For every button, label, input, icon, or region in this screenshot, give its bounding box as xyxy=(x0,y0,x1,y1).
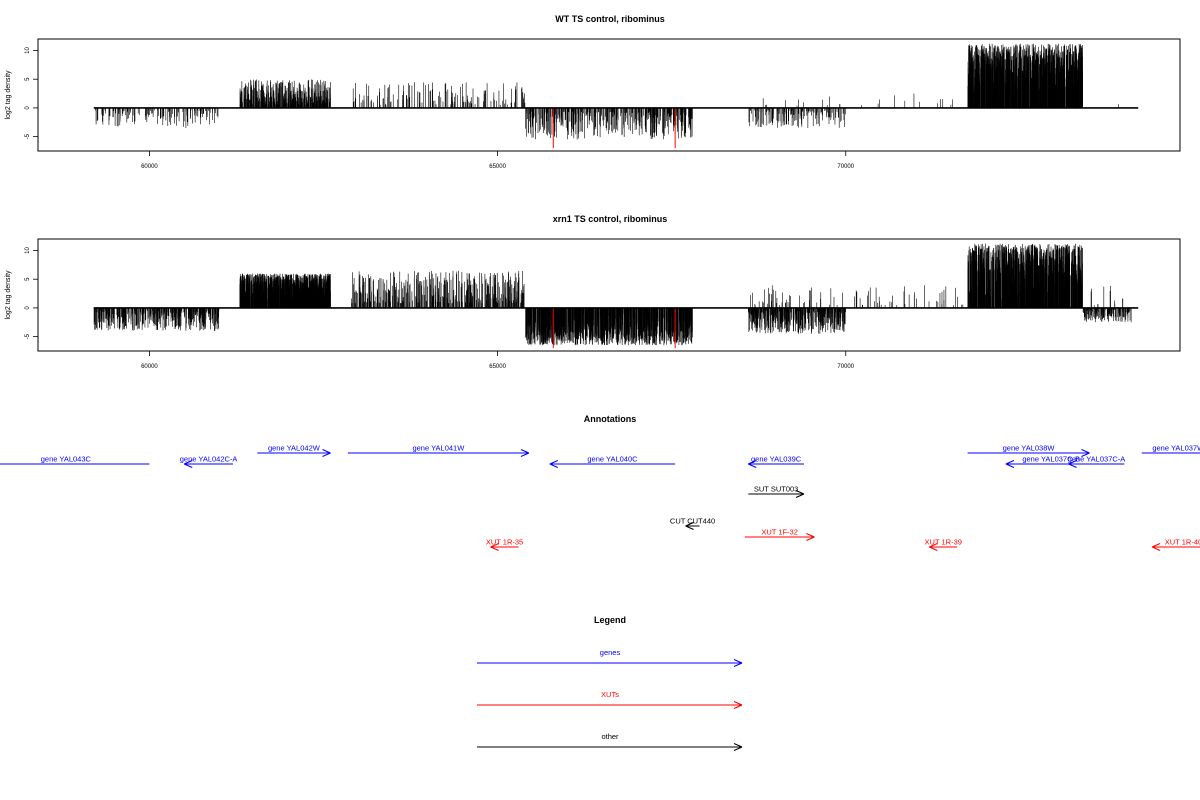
y-tick-label: 5 xyxy=(25,77,31,81)
y-tick-label: 0 xyxy=(25,106,31,110)
x-tick-label: 60000 xyxy=(141,164,158,170)
y-tick-label: -5 xyxy=(25,133,31,139)
panel-title: WT TS control, ribominus xyxy=(555,14,665,24)
panel-title: xrn1 TS control, ribominus xyxy=(553,214,668,224)
y-tick-label: 5 xyxy=(25,277,31,281)
x-tick-label: 65000 xyxy=(489,164,506,170)
y-axis-label: log2 tag density xyxy=(5,70,12,120)
y-tick-label: 10 xyxy=(25,46,31,53)
y-tick-label: -5 xyxy=(25,333,31,339)
plot-frame xyxy=(37,38,1181,152)
x-tick-label: 60000 xyxy=(141,364,158,370)
x-tick-label: 65000 xyxy=(489,364,506,370)
y-tick-label: 0 xyxy=(25,306,31,310)
plot-frame xyxy=(37,238,1181,352)
plot-area: 10 5 0 -5 60000 65000 70000 xyxy=(25,238,1181,370)
x-tick-label: 70000 xyxy=(837,164,854,170)
plot-area: 10 5 0 -5 60000 65000 70000 xyxy=(25,38,1181,170)
xrn1-density-panel: xrn1 TS control, ribominus log2 tag dens… xyxy=(5,214,1181,370)
y-axis-label: log2 tag density xyxy=(5,270,12,320)
wt-density-panel: WT TS control, ribominus log2 tag densit… xyxy=(5,14,1181,170)
x-tick-label: 70000 xyxy=(837,364,854,370)
y-tick-label: 10 xyxy=(25,246,31,253)
